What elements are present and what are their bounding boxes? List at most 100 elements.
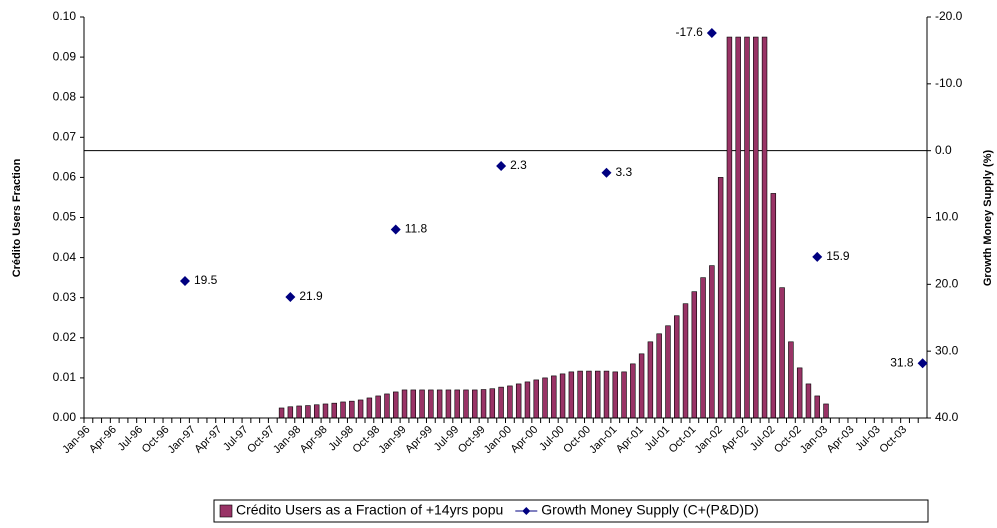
bar <box>480 389 487 419</box>
y-tick-label: 0.10 <box>53 9 77 23</box>
marker <box>179 275 190 286</box>
bar <box>296 405 302 419</box>
bar <box>463 389 469 419</box>
bar <box>498 386 504 419</box>
bar <box>366 397 373 419</box>
bar <box>638 353 645 419</box>
y2-tick-label: 30.0 <box>935 343 959 357</box>
bar <box>313 404 320 419</box>
bar <box>331 402 337 419</box>
bar <box>454 389 460 419</box>
bar <box>761 36 768 419</box>
bar <box>691 291 698 419</box>
bar <box>779 287 785 419</box>
y-axis-label: Crédito Users Fraction <box>11 158 23 277</box>
bar <box>700 277 706 419</box>
bar <box>717 177 724 419</box>
bar <box>384 393 390 419</box>
y2-tick-label: -10.0 <box>935 76 963 90</box>
bar <box>647 341 654 419</box>
y2-axis-label: Growth Money Supply (%) <box>982 150 994 287</box>
bar <box>559 373 566 419</box>
marker <box>917 358 928 369</box>
data-label: 11.8 <box>405 222 428 236</box>
data-label: 15.9 <box>826 249 850 263</box>
bar <box>375 395 381 419</box>
marker <box>496 161 507 172</box>
bar <box>823 403 829 419</box>
bar <box>788 341 794 419</box>
bar <box>665 325 671 419</box>
bar <box>357 399 364 419</box>
bar <box>726 36 733 419</box>
bar <box>542 377 548 419</box>
bar <box>709 265 715 419</box>
y2-tick-label: -20.0 <box>935 9 963 23</box>
bar <box>393 391 399 419</box>
data-label: 2.3 <box>510 158 527 172</box>
bar <box>507 385 513 419</box>
bar <box>621 371 627 419</box>
legend-label: Crédito Users as a Fraction of +14yrs po… <box>236 502 503 518</box>
data-label: -17.6 <box>676 25 704 39</box>
bar <box>515 383 522 419</box>
bar <box>682 303 689 419</box>
y-tick-label: 0.07 <box>53 129 77 143</box>
bar <box>278 407 285 419</box>
y-tick-label: 0.05 <box>53 210 77 224</box>
bar <box>340 401 346 419</box>
legend <box>213 499 929 523</box>
bar <box>594 370 601 419</box>
y-tick-label: 0.09 <box>53 49 77 63</box>
legend-marker <box>522 507 531 515</box>
bar <box>322 403 329 419</box>
bar <box>744 36 750 419</box>
bar <box>630 363 636 419</box>
bar <box>603 370 610 419</box>
y2-tick-label: 40.0 <box>935 410 959 424</box>
y-tick-label: 0.00 <box>53 410 77 424</box>
marker <box>601 167 612 178</box>
y-tick-label: 0.06 <box>53 170 77 184</box>
bar <box>735 36 741 419</box>
bar <box>796 367 803 419</box>
y2-tick-label: 10.0 <box>935 210 959 224</box>
data-label: 21.9 <box>299 289 323 303</box>
y-tick-label: 0.04 <box>53 250 77 264</box>
bar <box>656 333 662 419</box>
bar <box>472 389 478 419</box>
y2-tick-label: 20.0 <box>935 277 959 291</box>
bar <box>770 193 777 419</box>
bar <box>436 389 443 419</box>
bar <box>305 405 311 419</box>
y-tick-label: 0.03 <box>53 290 77 304</box>
bar <box>805 383 812 419</box>
legend-swatch <box>219 504 233 518</box>
bar <box>577 370 583 419</box>
bar <box>568 371 575 419</box>
bar <box>401 389 408 419</box>
bar <box>533 379 539 419</box>
data-label: 3.3 <box>615 165 632 179</box>
bar <box>524 381 531 419</box>
legend-label: Growth Money Supply (C+(P&D)D) <box>541 502 758 518</box>
bar <box>586 370 592 419</box>
bar <box>410 389 417 419</box>
marker <box>390 224 401 235</box>
marker <box>812 251 823 262</box>
bar <box>612 371 618 419</box>
bar <box>489 388 496 419</box>
bar <box>428 389 434 419</box>
bar <box>419 389 425 419</box>
y-tick-label: 0.08 <box>53 89 77 103</box>
marker <box>285 292 296 303</box>
bar <box>349 400 355 419</box>
bar <box>551 375 557 419</box>
bar <box>287 406 294 419</box>
marker <box>706 28 717 39</box>
y-tick-label: 0.01 <box>53 370 77 384</box>
bar <box>445 389 452 419</box>
data-label: 31.8 <box>890 355 914 369</box>
